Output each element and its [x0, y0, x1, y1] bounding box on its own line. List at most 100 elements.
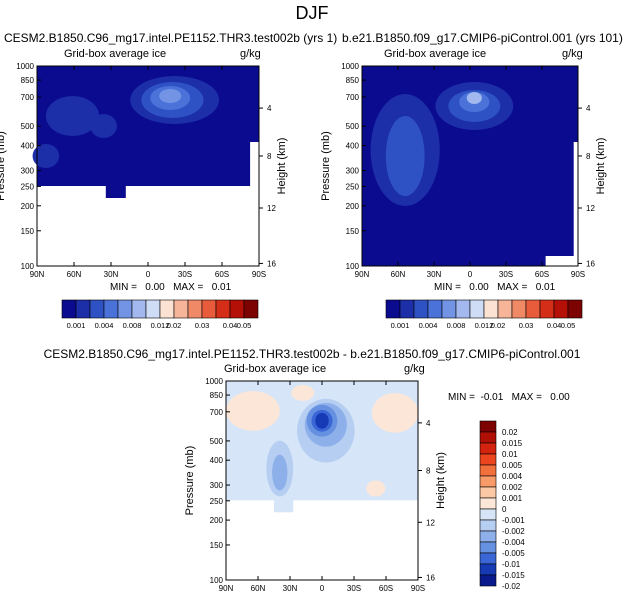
- colorbar-swatch: [479, 530, 497, 543]
- colorbar-3: 0.02 0.015 0.01 0.005 0.004 0.002 0.001 0 -0.001…: [479, 420, 525, 591]
- x-tick-label: 30S: [347, 584, 361, 593]
- colorbar-swatch: [479, 519, 497, 532]
- colorbar-swatch: [479, 563, 497, 576]
- y-tick-label: 850: [21, 76, 35, 85]
- contour-level-4: [159, 89, 182, 103]
- y-tick-label: 150: [346, 227, 360, 236]
- y-tick-label: 100: [21, 262, 35, 271]
- panel1-axes: 90N 60N 30N 0 30S 60S 90S 100 150 200 250 300 400 500…: [0, 62, 288, 279]
- y-tick-label: 150: [210, 541, 224, 550]
- colorbar-label: 0.002: [502, 483, 523, 492]
- x-tick-label: 60N: [391, 270, 406, 279]
- x-tick-label: 90S: [411, 584, 425, 593]
- colorbar-label: -0.02: [502, 582, 521, 591]
- colorbar-swatch: [525, 299, 541, 319]
- colorbar-label: 0.04: [547, 321, 562, 330]
- colorbar-label: -0.002: [502, 527, 525, 536]
- positive-region: [371, 392, 418, 433]
- negative-level-5: [315, 412, 329, 429]
- panel3-axes: 90N 60N 30N 0 30S 60S 90S 100 150 200 250 300 400 500…: [184, 377, 447, 593]
- x-tick-label: 30S: [178, 270, 192, 279]
- colorbar-swatch: [455, 299, 471, 319]
- y-tick-label: 400: [21, 142, 35, 151]
- x-tick-label: 90N: [355, 270, 370, 279]
- colorbar-swatch: [479, 574, 497, 587]
- x-tick-label: 60S: [379, 584, 393, 593]
- colorbar-swatch: [479, 486, 497, 499]
- y-axis-right-label: Height (km): [276, 138, 288, 195]
- colorbar-swatch: [61, 299, 77, 319]
- positive-region: [226, 390, 280, 431]
- height-tick-label: 4: [426, 419, 431, 428]
- y-axis-label: Pressure (mb): [184, 446, 196, 516]
- panel2-units: g/kg: [562, 48, 583, 60]
- panel2-field: [362, 66, 578, 266]
- panel1-field: [32, 66, 259, 198]
- colorbar-swatch: [479, 453, 497, 466]
- height-tick-label: 8: [267, 152, 272, 161]
- contour-level-1: [32, 144, 60, 168]
- x-tick-label: 0: [468, 270, 473, 279]
- colorbar-label: 0.008: [123, 321, 142, 330]
- height-tick-label: 8: [586, 152, 591, 161]
- height-tick-label: 12: [267, 204, 276, 213]
- panel2-axes: 90N 60N 30N 0 30S 60S 90S 100 150 200 250 300 400 500…: [320, 62, 607, 279]
- negative-level-2: [272, 454, 288, 491]
- colorbar-swatch: [89, 299, 105, 319]
- positive-region: [366, 480, 386, 497]
- colorbar-swatch: [215, 299, 231, 319]
- y-tick-label: 700: [21, 93, 35, 102]
- y-tick-label: 850: [210, 391, 224, 400]
- panel1-title: CESM2.B1850.C96_mg17.intel.PE1152.THR3.t…: [4, 31, 338, 45]
- colorbar-label: 0.001: [502, 494, 523, 503]
- height-tick-label: 12: [586, 204, 595, 213]
- colorbar-swatch: [159, 299, 175, 319]
- colorbar-swatch: [441, 299, 457, 319]
- y-tick-label: 1000: [341, 62, 359, 71]
- colorbar-label: 0.05: [237, 321, 252, 330]
- x-tick-label: 30S: [499, 270, 513, 279]
- x-tick-label: 60N: [67, 270, 82, 279]
- colorbar-swatch: [483, 299, 499, 319]
- panel1-min-max: MIN = 0.00 MAX = 0.01: [110, 282, 232, 293]
- panel3-min-max: MIN = -0.01 MAX = 0.00: [448, 392, 570, 403]
- y-tick-label: 100: [210, 576, 224, 585]
- x-tick-label: 60N: [251, 584, 266, 593]
- panel2-min-max: MIN = 0.00 MAX = 0.01: [434, 282, 556, 293]
- panel2-subtitle: Grid-box average ice: [384, 48, 487, 60]
- height-tick-label: 16: [267, 259, 276, 268]
- y-tick-label: 100: [346, 262, 360, 271]
- y-tick-label: 500: [346, 122, 360, 131]
- colorbar-label: 0.02: [491, 321, 506, 330]
- colorbar-swatch: [75, 299, 91, 319]
- y-tick-label: 400: [346, 142, 360, 151]
- positive-region: [291, 384, 315, 401]
- colorbar-label: -0.001: [502, 516, 525, 525]
- colorbar-swatch: [479, 508, 497, 521]
- y-axis-right-label: Height (km): [435, 452, 447, 509]
- y-axis-label: Pressure (mb): [320, 131, 332, 201]
- colorbar-label: 0: [502, 505, 507, 514]
- colorbar-label: 0.03: [519, 321, 534, 330]
- colorbar-swatch: [539, 299, 555, 319]
- height-tick-label: 16: [586, 259, 595, 268]
- x-tick-label: 30N: [283, 584, 298, 593]
- colorbar-label: 0.008: [447, 321, 466, 330]
- colorbar-swatch: [131, 299, 147, 319]
- contour-level-5: [466, 92, 482, 104]
- colorbar-swatch: [479, 552, 497, 565]
- y-tick-label: 300: [346, 167, 360, 176]
- colorbar-swatch: [567, 299, 583, 319]
- x-tick-label: 60S: [215, 270, 229, 279]
- y-tick-label: 150: [21, 227, 35, 236]
- colorbar-label: 0.04: [223, 321, 238, 330]
- y-tick-label: 250: [210, 497, 224, 506]
- y-tick-label: 200: [21, 202, 35, 211]
- colorbar-swatch: [229, 299, 245, 319]
- x-tick-label: 0: [320, 584, 325, 593]
- y-tick-label: 250: [21, 182, 35, 191]
- y-tick-label: 1000: [205, 377, 223, 386]
- y-tick-label: 700: [210, 408, 224, 417]
